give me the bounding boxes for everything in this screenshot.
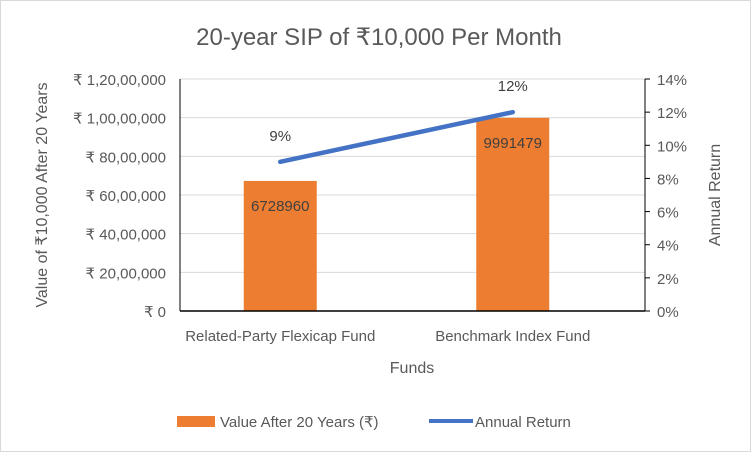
y-tick-label: ₹ 0 bbox=[144, 304, 166, 321]
bar bbox=[243, 180, 317, 311]
y2-tick-label: 2% bbox=[657, 271, 679, 288]
y-tick-label: ₹ 1,00,00,000 bbox=[73, 111, 166, 128]
y2-tick-label: 8% bbox=[657, 171, 679, 188]
line-data-label: 12% bbox=[498, 78, 528, 95]
y-tick-label: ₹ 20,00,000 bbox=[86, 265, 166, 282]
legend-swatch-bar bbox=[177, 416, 215, 427]
y2-tick-label: 12% bbox=[657, 105, 687, 122]
legend-label-line: Annual Return bbox=[475, 414, 571, 431]
y2-tick-label: 14% bbox=[657, 72, 687, 89]
y-tick-label: ₹ 1,20,00,000 bbox=[73, 72, 166, 89]
y-axis-title: Value of ₹10,000 After 20 Years bbox=[34, 82, 51, 307]
y2-tick-label: 0% bbox=[657, 304, 679, 321]
chart-title: 20-year SIP of ₹10,000 Per Month bbox=[196, 24, 562, 51]
y2-tick-label: 6% bbox=[657, 205, 679, 222]
bar-data-label: 6728960 bbox=[251, 198, 309, 215]
x-tick-label: Benchmark Index Fund bbox=[435, 328, 590, 345]
y-tick-label: ₹ 40,00,000 bbox=[86, 227, 166, 244]
legend: Value After 20 Years (₹) Annual Return bbox=[177, 414, 571, 431]
line-series-annual-return bbox=[278, 109, 515, 165]
legend-label-bar: Value After 20 Years (₹) bbox=[220, 414, 379, 431]
y-tick-label: ₹ 80,00,000 bbox=[86, 149, 166, 166]
x-axis-title: Funds bbox=[390, 360, 434, 377]
bar-data-label: 9991479 bbox=[484, 135, 542, 152]
line-data-label: 9% bbox=[269, 128, 291, 145]
y2-axis-title: Annual Return bbox=[707, 144, 724, 246]
x-tick-label: Related-Party Flexicap Fund bbox=[185, 328, 375, 345]
y2-tick-label: 4% bbox=[657, 238, 679, 255]
bar bbox=[476, 117, 550, 311]
y2-tick-label: 10% bbox=[657, 138, 687, 155]
y-tick-label: ₹ 60,00,000 bbox=[86, 188, 166, 205]
